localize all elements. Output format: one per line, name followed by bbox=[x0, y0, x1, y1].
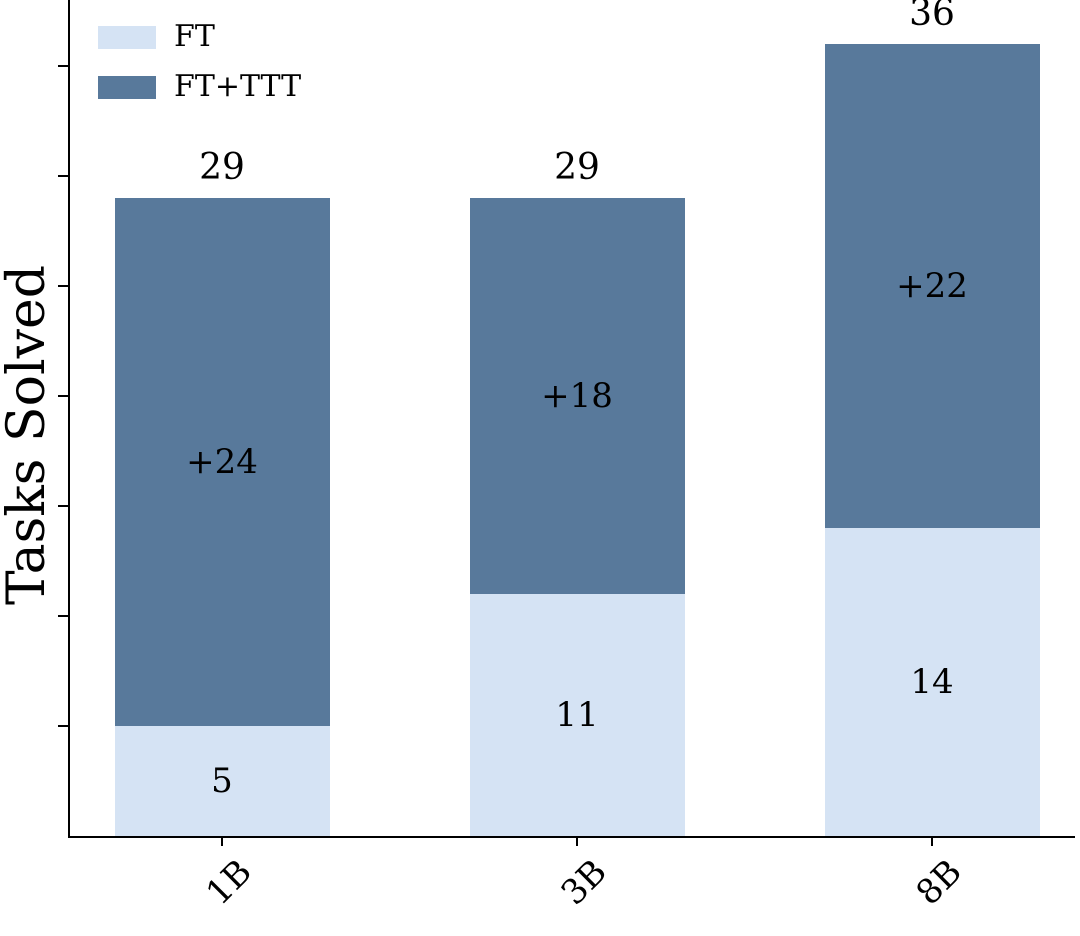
legend-entry: FT bbox=[98, 22, 301, 52]
y-axis-line bbox=[68, 0, 70, 838]
legend: FT FT+TTT bbox=[98, 22, 301, 102]
bar-segment-ft-ttt: +24 bbox=[114, 198, 330, 726]
y-axis-tick bbox=[58, 505, 68, 507]
bar-segment-ft-ttt: +18 bbox=[469, 198, 685, 594]
bar-base-value-label: 11 bbox=[555, 695, 599, 735]
x-axis-tick bbox=[221, 838, 223, 846]
y-axis-tick bbox=[58, 725, 68, 727]
x-axis-tick-label: 3B bbox=[553, 851, 616, 914]
legend-label: FT+TTT bbox=[174, 69, 302, 104]
bar-increment-label: +22 bbox=[896, 266, 968, 306]
bar-segment-ft: 14 bbox=[824, 528, 1040, 836]
legend-swatch-ft bbox=[98, 25, 156, 49]
plot-area: FT FT+TTT 5 +24 29 1B 11 +18 29 3B 14 +22 36 8B bbox=[58, 0, 1075, 913]
y-axis-label: Tasks Solved bbox=[0, 264, 57, 606]
legend-label: FT bbox=[174, 19, 215, 54]
bar-total-label: 36 bbox=[909, 0, 955, 34]
x-axis-tick-label: 8B bbox=[908, 851, 971, 914]
bar-total-label: 29 bbox=[199, 147, 245, 188]
legend-entry: FT+TTT bbox=[98, 72, 301, 102]
y-axis-tick bbox=[58, 285, 68, 287]
x-axis-tick-label: 1B bbox=[198, 851, 261, 914]
bar-segment-ft-ttt: +22 bbox=[824, 44, 1040, 528]
x-axis-tick bbox=[931, 838, 933, 846]
bar-base-value-label: 5 bbox=[211, 761, 233, 801]
bar-increment-label: +24 bbox=[186, 442, 258, 482]
y-axis-tick bbox=[58, 395, 68, 397]
bar-increment-label: +18 bbox=[541, 376, 613, 416]
bar-segment-ft: 5 bbox=[114, 726, 330, 836]
y-axis-tick bbox=[58, 65, 68, 67]
legend-swatch-ft-ttt bbox=[98, 75, 156, 99]
bar-total-label: 29 bbox=[554, 147, 600, 188]
bar-segment-ft: 11 bbox=[469, 594, 685, 836]
x-axis-line bbox=[68, 836, 1075, 838]
bar-base-value-label: 14 bbox=[910, 662, 954, 702]
y-axis-tick bbox=[58, 615, 68, 617]
y-axis-tick bbox=[58, 175, 68, 177]
x-axis-tick bbox=[576, 838, 578, 846]
